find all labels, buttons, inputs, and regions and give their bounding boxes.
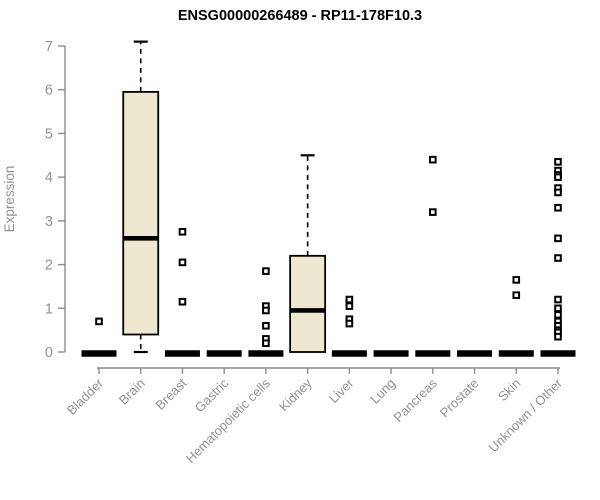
y-axis-label: Expression (2, 166, 17, 233)
outlier-point (95, 317, 103, 326)
x-tick-label: Lung (367, 376, 398, 407)
flat-box (540, 350, 576, 357)
box (289, 254, 327, 353)
outlier-point (262, 306, 270, 315)
x-tick-label: Bladder (64, 375, 107, 418)
x-tick-label: Brain (116, 376, 148, 408)
outlier-point (554, 332, 562, 341)
flat-box (498, 350, 534, 357)
flat-box (206, 350, 242, 357)
flat-box (81, 350, 117, 357)
outlier-point (429, 155, 437, 164)
outlier-point (554, 295, 562, 304)
outlier-point (262, 267, 270, 275)
outlier-point (554, 304, 562, 313)
x-tick-label: Kidney (276, 375, 315, 414)
x-tick-label: Pancreas (390, 375, 440, 425)
outlier-point (554, 158, 562, 166)
y-tick-label: 6 (45, 83, 53, 99)
outlier-point (554, 234, 562, 243)
outlier-point (178, 227, 187, 236)
y-tick-label: 5 (45, 126, 53, 142)
x-tick-label: Prostate (437, 376, 482, 421)
x-tick-label: Skin (495, 376, 523, 404)
y-tick-label: 4 (45, 170, 53, 186)
outlier-point (554, 173, 562, 181)
outlier-point (178, 258, 187, 267)
y-tick-label: 1 (45, 301, 53, 317)
flat-box (248, 350, 284, 357)
outlier-point (512, 291, 521, 299)
flat-box (373, 350, 409, 357)
y-tick-label: 2 (45, 258, 53, 274)
flat-box (164, 350, 200, 357)
x-tick-label: Gastric (192, 375, 232, 415)
outlier-point (429, 208, 437, 216)
flat-box (457, 350, 493, 357)
y-tick-label: 7 (45, 39, 53, 55)
x-tick-label: Breast (152, 375, 189, 412)
outlier-point (262, 321, 270, 330)
outlier-point (554, 188, 562, 197)
box (122, 91, 160, 336)
flat-box (331, 350, 367, 357)
flat-box (415, 350, 451, 357)
outlier-point (345, 302, 354, 310)
y-tick-label: 0 (45, 345, 53, 361)
x-tick-label: Liver (326, 375, 357, 406)
outlier-point (554, 203, 562, 212)
chart-title: ENSG00000266489 - RP11-178F10.3 (178, 8, 422, 24)
y-tick-label: 3 (45, 214, 53, 230)
outlier-point (345, 295, 354, 304)
outlier-point (345, 319, 354, 328)
x-tick-label: Unknown / Other (486, 375, 566, 455)
outlier-point (262, 339, 270, 348)
outlier-point (512, 276, 521, 284)
outlier-point (554, 311, 562, 319)
outlier-point (554, 254, 562, 262)
outlier-point (178, 297, 187, 306)
